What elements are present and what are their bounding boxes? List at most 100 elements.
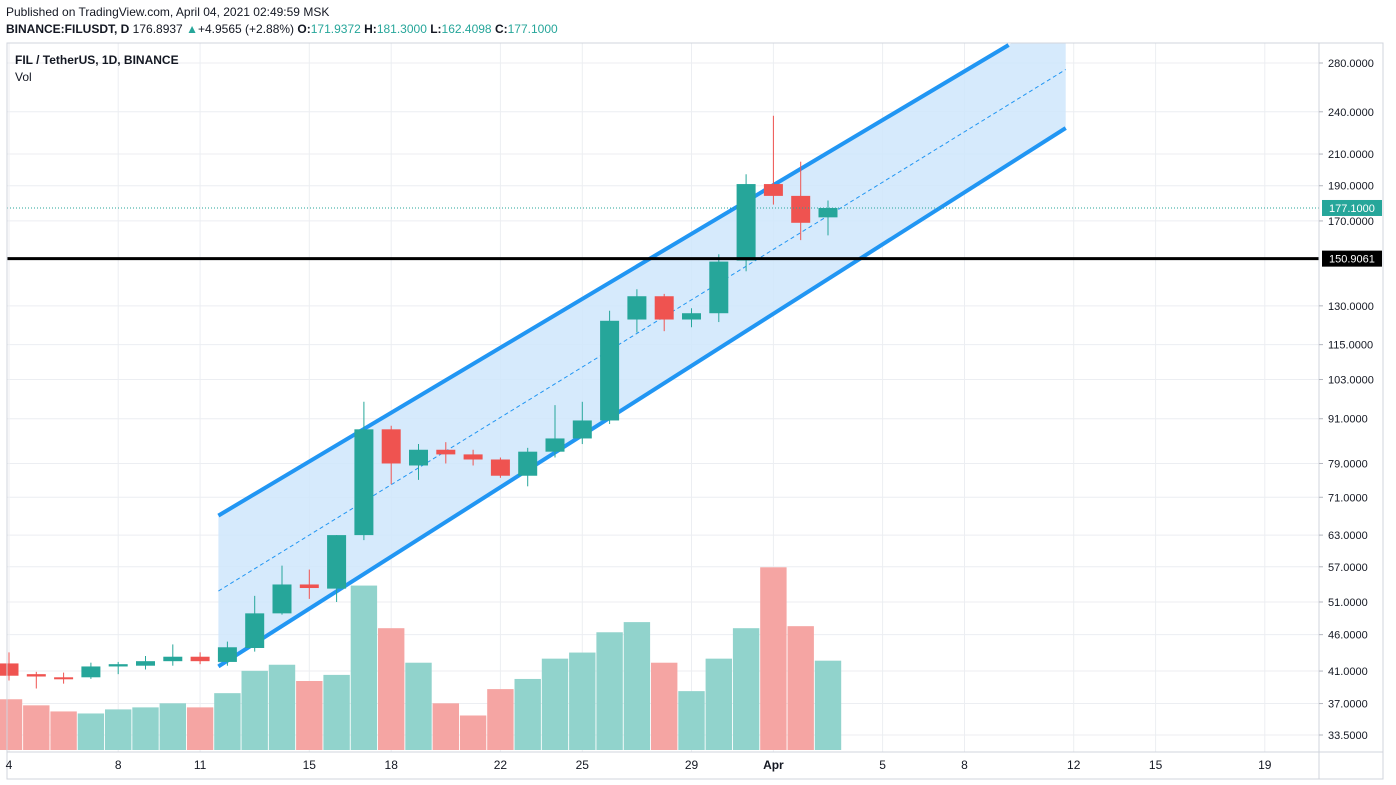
volume-bar (569, 652, 596, 750)
price-tick-label: 71.0000 (1328, 492, 1368, 504)
last-price-label: 177.1000 (1329, 203, 1375, 215)
price-tick-label: 240.0000 (1328, 107, 1374, 119)
time-tick-label: 5 (879, 758, 886, 772)
candle-body (572, 420, 592, 439)
volume-bar (105, 709, 132, 750)
volume-bar (432, 703, 459, 750)
volume-bar (459, 715, 487, 750)
candle-body (272, 584, 292, 614)
volume-bar (651, 662, 678, 750)
channel-fill (218, 10, 1066, 667)
candle-body (136, 661, 155, 666)
candle-body (545, 438, 565, 452)
candle-body (217, 647, 237, 662)
time-tick-label: 29 (685, 758, 699, 772)
chart-legend-title: FIL / TetherUS, 1D, BINANCE (15, 53, 179, 67)
price-tick-label: 63.0000 (1328, 530, 1368, 542)
channel-midline (218, 69, 1066, 592)
high-label: H: (364, 22, 377, 36)
time-tick-label: 12 (1067, 758, 1081, 772)
channel-upper-line (217, 43, 1010, 518)
candle-body (354, 429, 374, 536)
candle-body (245, 613, 265, 648)
time-tick-label: 22 (494, 758, 508, 772)
volume-bar (0, 699, 23, 750)
candle-body (108, 664, 128, 667)
time-tick-label: 8 (115, 758, 122, 772)
price-tick-label: 91.0000 (1328, 414, 1368, 426)
price-tick-label: 57.0000 (1328, 562, 1368, 574)
ohlc-header: BINANCE:FILUSDT, D 176.8937 ▲+4.9565 (+2… (6, 22, 558, 36)
volume-bar (541, 658, 569, 750)
level-price-label-bg (1322, 250, 1382, 267)
time-tick-label: 18 (385, 758, 399, 772)
last-price-text: 176.8937 (132, 22, 183, 36)
price-tick-label: 280.0000 (1328, 58, 1374, 70)
candle-body (818, 207, 838, 218)
volume-bar (241, 670, 268, 750)
channel-lower-line (217, 126, 1067, 669)
price-tick-label: 103.0000 (1328, 375, 1374, 387)
price-tick-label: 79.0000 (1328, 458, 1368, 470)
volume-bar (50, 711, 77, 750)
candle-body (654, 296, 674, 320)
candle-body (381, 429, 401, 464)
symbol-label: BINANCE:FILUSDT, D (6, 22, 130, 36)
candle-body (81, 666, 101, 678)
price-tick-label: 130.0000 (1328, 301, 1374, 313)
time-tick-label: 4 (6, 758, 13, 772)
time-tick-label: 19 (1258, 758, 1272, 772)
chart-frame (6, 42, 1384, 780)
change-up-icon: ▲ (186, 22, 198, 36)
candle-body (409, 449, 428, 466)
time-tick-label: 8 (961, 758, 968, 772)
volume-bar (514, 678, 541, 750)
candle-body (682, 313, 701, 320)
close-value: 177.1000 (507, 22, 558, 36)
candle-body (763, 184, 783, 196)
candle-body (190, 656, 210, 662)
time-tick-label: 25 (576, 758, 590, 772)
plot-area (7, 43, 1319, 752)
open-value: 171.9372 (310, 22, 361, 36)
candle-body (436, 449, 456, 455)
volume-bar (760, 567, 787, 750)
price-tick-label: 190.0000 (1328, 181, 1374, 193)
price-tick-label: 210.0000 (1328, 149, 1374, 161)
volume-bar (23, 705, 50, 750)
price-tick-label: 37.0000 (1328, 699, 1368, 711)
price-tick-label: 33.5000 (1328, 730, 1368, 742)
close-label: C: (494, 22, 508, 36)
volume-bar (77, 713, 105, 750)
volume-bar (623, 622, 651, 750)
candle-body (54, 677, 74, 680)
header-mask (0, 0, 1396, 43)
open-label: O: (297, 22, 311, 36)
time-tick-label: Apr (763, 758, 784, 772)
change-text: +4.9565 (+2.88%) (197, 22, 295, 36)
volume-bar (323, 674, 350, 750)
volume-bar (705, 658, 732, 750)
volume-bar (732, 628, 760, 750)
time-tick-label: 15 (303, 758, 317, 772)
low-value: 162.4098 (441, 22, 492, 36)
volume-bar (487, 689, 514, 750)
volume-bar (132, 707, 159, 750)
price-tick-label: 51.0000 (1328, 597, 1368, 609)
price-tick-label: 46.0000 (1328, 630, 1368, 642)
volume-bar (405, 662, 432, 750)
volume-bar (350, 585, 378, 750)
volume-bar (596, 632, 623, 750)
price-tick-label: 41.0000 (1328, 666, 1368, 678)
volume-bar (296, 680, 323, 750)
volume-bar (787, 626, 814, 750)
candle-body (791, 195, 811, 223)
candle-body (627, 296, 647, 320)
candle-body (299, 584, 319, 589)
candle-body (327, 535, 347, 589)
candle-body (26, 674, 46, 677)
volume-bar (268, 664, 296, 750)
price-tick-label: 115.0000 (1328, 340, 1373, 352)
low-label: L: (430, 22, 442, 36)
